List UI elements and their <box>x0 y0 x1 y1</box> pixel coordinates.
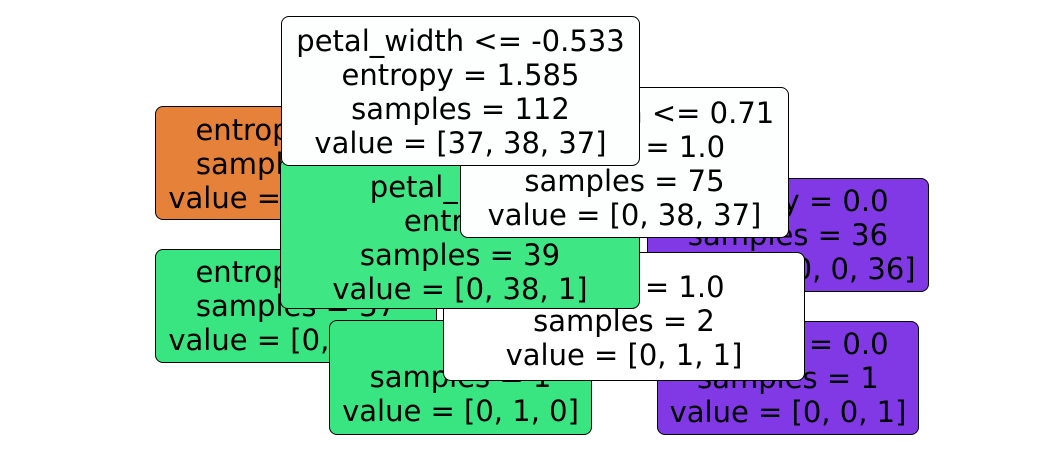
root-node: petal_width <= -0.533 entropy = 1.585 sa… <box>281 16 640 166</box>
node-samples: samples = 39 <box>359 237 561 272</box>
node-samples: samples = 75 <box>524 163 725 198</box>
node-value: value = [0, 0, 1] <box>669 395 907 429</box>
node-samples: samples = 2 <box>533 304 715 338</box>
node-value: value = [0, 38, 1] <box>332 271 588 306</box>
node-value: value = [0, 1, 0] <box>342 394 579 428</box>
node-value: value = [37, 38, 37] <box>314 126 607 160</box>
node-samples: samples = 112 <box>351 92 570 126</box>
node-condition: petal_width <= -0.533 <box>296 24 625 58</box>
node-value: value = [0, 1, 1] <box>505 338 743 372</box>
node-entropy: entropy = 1.585 <box>341 58 580 92</box>
node-value: value = [0, 38, 37] <box>487 197 762 232</box>
